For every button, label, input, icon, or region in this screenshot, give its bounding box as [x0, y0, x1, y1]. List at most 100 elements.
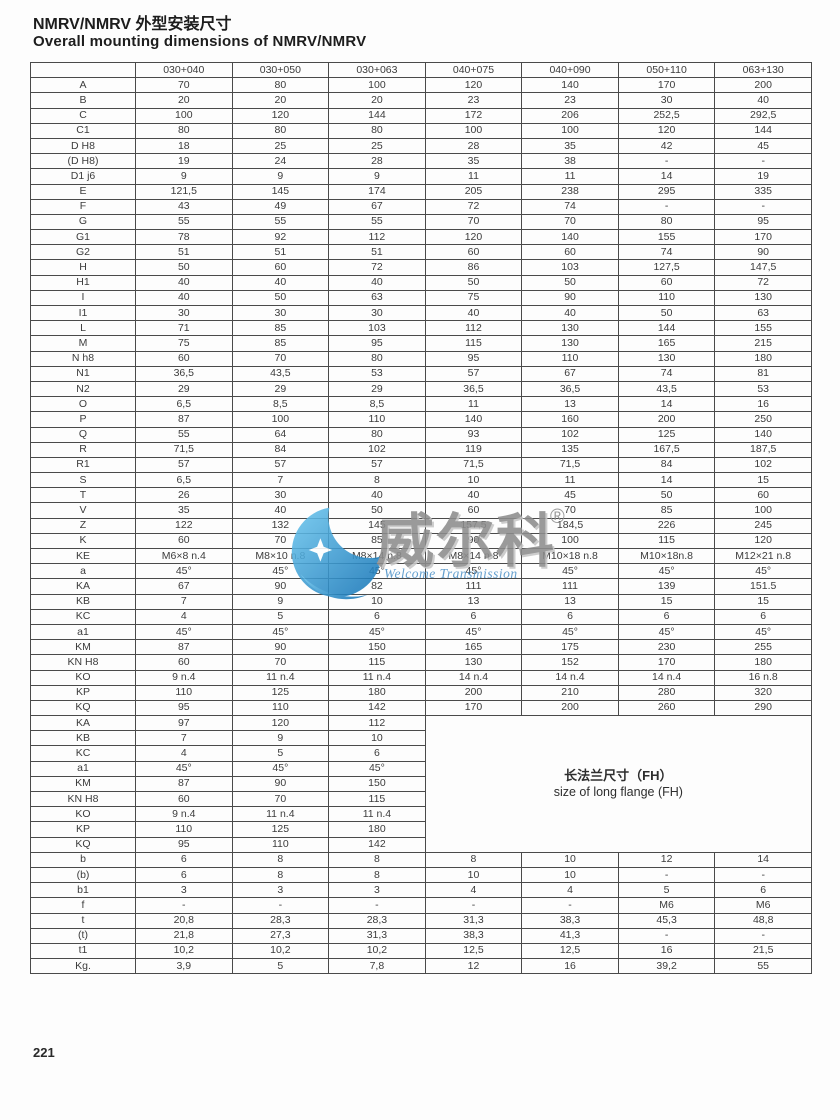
table-row: P 87 100 110 140 160 200 250 [30, 411, 812, 428]
value-cell: 120 [231, 715, 330, 732]
table-row: KQ 95 110 142 [30, 836, 812, 853]
value-cell: 119 [424, 441, 523, 458]
value-cell: 92 [231, 229, 330, 246]
row-label: KA [30, 715, 136, 732]
table-row: G2 51 51 51 60 60 74 90 [30, 244, 812, 261]
value-cell: 8,5 [328, 396, 426, 413]
table-row: KA 67 90 82 111 111 139 151.5 [30, 578, 812, 595]
row-label: KN H8 [30, 790, 136, 808]
value-cell: 50 [617, 304, 716, 322]
row-label: C [30, 107, 136, 124]
column-header: 030+050 [231, 61, 330, 79]
table-row: H 50 60 72 86 103 127,5 147,5 [30, 259, 812, 276]
corner-cell [30, 61, 136, 79]
value-cell: 45,3 [617, 912, 716, 929]
value-cell: 14 n.4 [521, 669, 619, 686]
value-cell: 110 [135, 821, 233, 838]
value-cell: 70 [231, 790, 330, 808]
value-cell: 53 [714, 380, 812, 398]
value-cell: 63 [714, 304, 812, 322]
value-cell: 7 [135, 730, 233, 747]
value-cell: - [328, 897, 426, 914]
value-cell: 12,5 [521, 942, 619, 960]
table-row: KM 87 90 150 165 175 230 255 [30, 639, 812, 656]
row-label: H [30, 259, 136, 276]
long-flange-note-zh: 长法兰尺寸（FH） [564, 767, 673, 783]
value-cell: 110 [617, 289, 716, 307]
value-cell: 120 [231, 107, 330, 124]
value-cell: 140 [714, 426, 812, 443]
value-cell: M6×8 n.4 [135, 547, 233, 565]
value-cell: 55 [231, 213, 330, 231]
value-cell: - [617, 927, 716, 944]
value-cell: 71,5 [135, 441, 233, 458]
table-row: D H8 18 25 25 28 35 42 45 [30, 137, 812, 155]
value-cell: 260 [617, 699, 716, 717]
value-cell: 40 [231, 502, 330, 519]
row-label: a1 [30, 623, 136, 641]
value-cell: 112 [328, 229, 426, 246]
value-cell: 90 [231, 775, 330, 793]
value-cell: 252,5 [617, 107, 716, 124]
value-cell: 6 [328, 608, 426, 625]
table-row: Q 55 64 80 93 102 125 140 [30, 426, 812, 443]
value-cell: 4 [135, 608, 233, 625]
column-header: 040+090 [521, 61, 619, 79]
value-cell: 111 [424, 578, 523, 595]
value-cell: 205 [424, 183, 523, 200]
row-label: KB [30, 730, 136, 747]
value-cell: 64 [231, 426, 330, 443]
value-cell: 30 [328, 304, 426, 322]
value-cell: 130 [521, 335, 619, 352]
value-cell: 20 [231, 92, 330, 109]
value-cell: 86 [424, 259, 523, 276]
value-cell: 67 [135, 578, 233, 595]
value-cell: 110 [231, 699, 330, 717]
row-label: I1 [30, 304, 136, 322]
value-cell: 14 [617, 168, 716, 185]
page-number: 221 [33, 1045, 55, 1060]
row-label: b1 [30, 882, 136, 899]
value-cell: 30 [617, 92, 716, 109]
value-cell: 45° [328, 563, 426, 580]
value-cell: 10,2 [231, 942, 330, 960]
long-flange-note-en: size of long flange (FH) [553, 784, 683, 799]
table-row: KE M6×8 n.4 M8×10 n.8 M8×14 n.8 M8×14 n.8 M10… [30, 547, 812, 565]
value-cell: 135 [521, 441, 619, 458]
value-cell: 140 [521, 77, 619, 94]
value-cell: 3,9 [135, 958, 233, 975]
value-cell: 95 [135, 836, 233, 853]
value-cell: 27,3 [231, 927, 330, 944]
value-cell: 85 [231, 335, 330, 352]
value-cell: 11 [424, 396, 523, 413]
value-cell: 120 [617, 122, 716, 139]
value-cell: 45° [328, 623, 426, 641]
value-cell: - [714, 153, 812, 170]
row-label: G2 [30, 244, 136, 261]
row-label: KB [30, 593, 136, 610]
row-label: (b) [30, 866, 136, 884]
value-cell: 3 [231, 882, 330, 899]
value-cell: 170 [617, 654, 716, 671]
value-cell: 45° [424, 623, 523, 641]
value-cell: M6 [714, 897, 812, 914]
column-header: 050+110 [617, 61, 716, 79]
value-cell: 60 [521, 244, 619, 261]
value-cell: 93 [424, 426, 523, 443]
value-cell: 45° [231, 563, 330, 580]
value-cell: 25 [231, 137, 330, 155]
value-cell: 70 [424, 213, 523, 231]
table-row: KC 4 5 6 6 6 6 6 [30, 608, 812, 625]
value-cell: 80 [328, 426, 426, 443]
row-label: N1 [30, 365, 136, 382]
value-cell: 30 [231, 487, 330, 504]
table-row: L 71 85 103 112 130 144 155 [30, 320, 812, 337]
value-cell: 80 [328, 350, 426, 367]
value-cell: 112 [328, 715, 426, 732]
value-cell: 111 [521, 578, 619, 595]
value-cell: 115 [328, 654, 426, 671]
value-cell: 70 [231, 532, 330, 550]
value-cell: 9 [231, 593, 330, 610]
row-label: KE [30, 547, 136, 565]
value-cell: 74 [521, 198, 619, 215]
